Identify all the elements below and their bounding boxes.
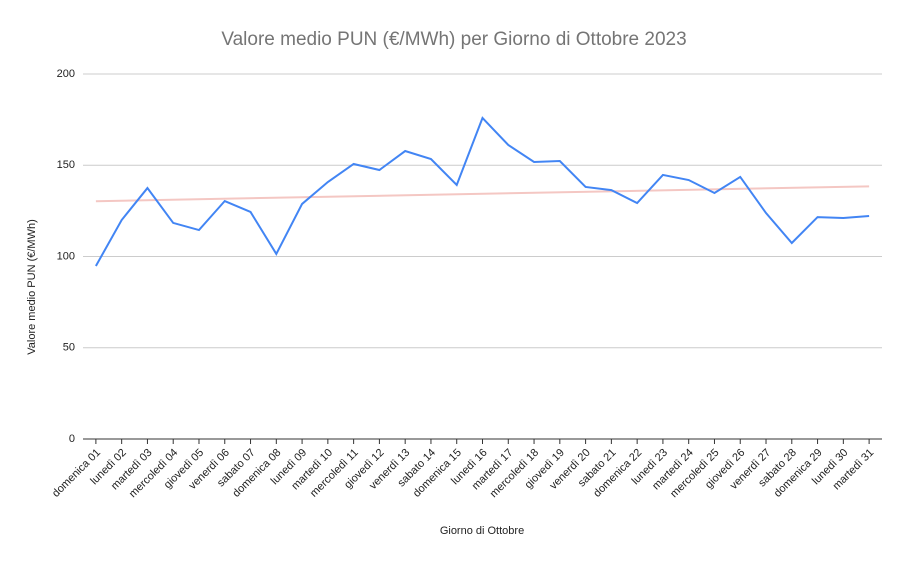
- trendline: [95, 185, 870, 203]
- y-tick-label: 50: [63, 342, 75, 354]
- y-axis-label: Valore medio PUN (€/MWh): [26, 219, 38, 355]
- y-tick-label: 0: [69, 433, 75, 445]
- y-tick-label: 100: [57, 250, 75, 262]
- y-tick-label: 150: [57, 159, 75, 171]
- chart-title: Valore medio PUN (€/MWh) per Giorno di O…: [221, 29, 686, 50]
- x-axis-label: Giorno di Ottobre: [440, 525, 524, 537]
- data-line: [95, 116, 870, 267]
- y-tick-label: 200: [57, 68, 75, 80]
